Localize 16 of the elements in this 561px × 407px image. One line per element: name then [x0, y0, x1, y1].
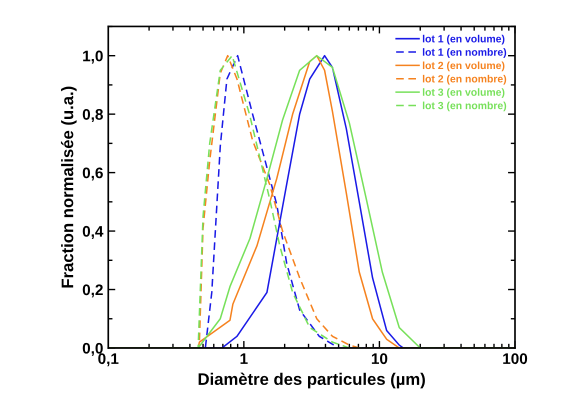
x-tick-label: 1 — [240, 353, 248, 364]
legend-label: lot 2 (en volume) — [422, 62, 504, 72]
y-tick-label: 0,4 — [82, 226, 104, 239]
x-axis-title: Diamètre des particules (µm) — [198, 372, 425, 388]
y-tick-label: 0,2 — [82, 284, 103, 298]
y-tick-label: 1,0 — [83, 50, 103, 64]
y-axis-title: Fraction normalisée (u.a.) — [60, 86, 77, 288]
legend-label: lot 1 (en nombre) — [422, 48, 506, 58]
legend-label: lot 3 (en nombre) — [422, 102, 506, 112]
legend-label: lot 2 (en nombre) — [422, 74, 506, 85]
y-tick-label: 0,8 — [82, 109, 103, 122]
y-tick-label: 0,6 — [82, 167, 103, 181]
x-tick-label: 10 — [372, 353, 388, 364]
x-tick-label: 100 — [503, 353, 528, 364]
legend-label: lot 1 (en volume) — [422, 34, 504, 44]
legend-label: lot 3 (en volume) — [422, 88, 504, 98]
